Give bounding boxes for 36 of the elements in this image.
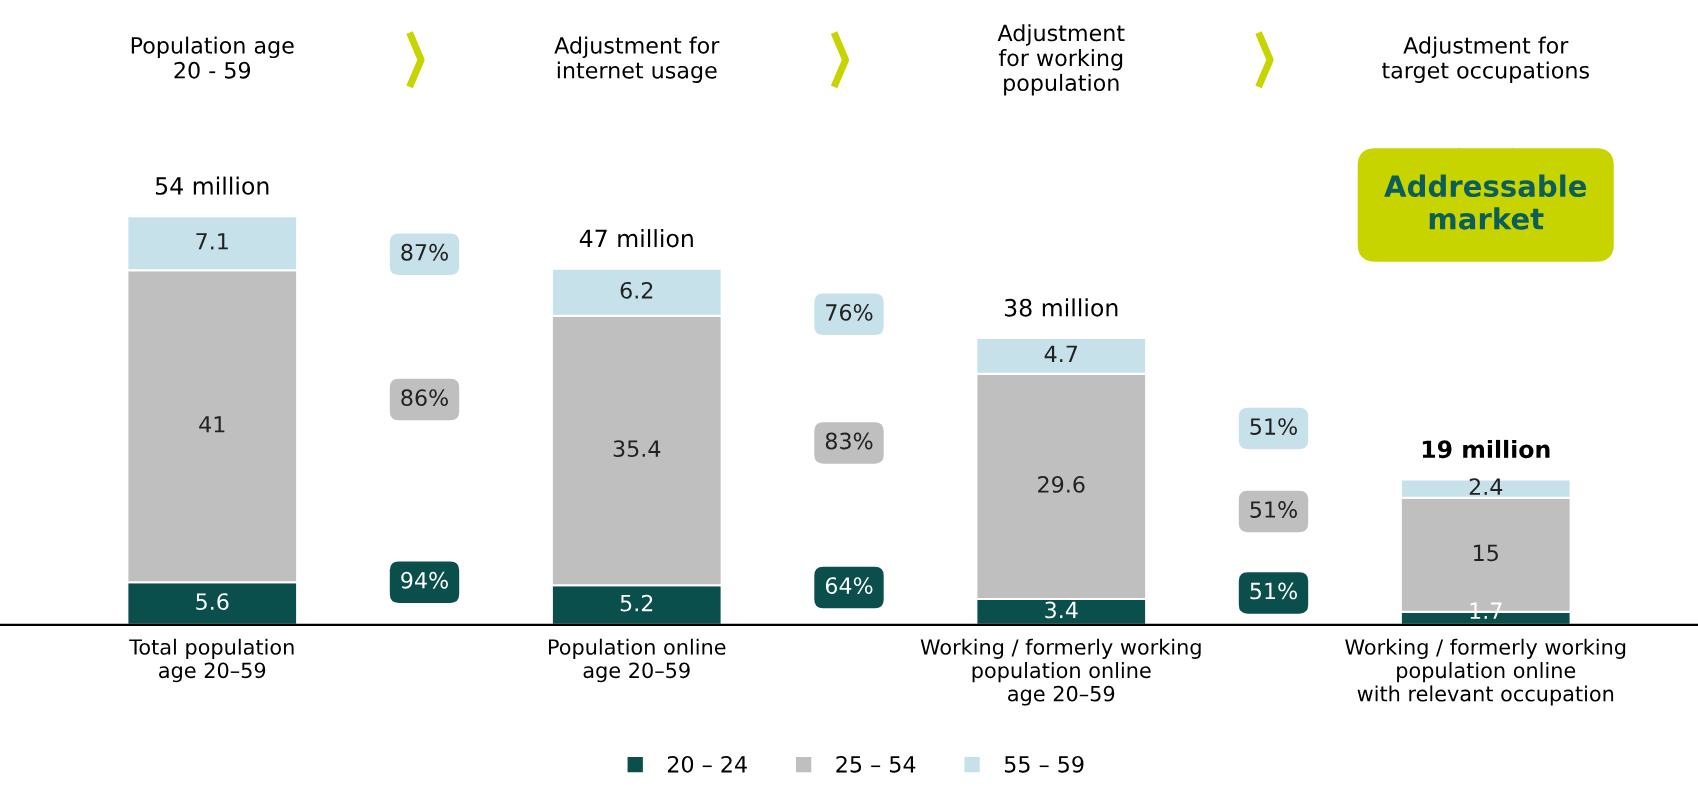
annotation: 87% [401,243,448,261]
data-label: 2.4 [1469,478,1503,495]
legend-label: 25 – 54 [836,755,916,773]
data-label: 15 [1474,544,1498,562]
data-label: 4.7 [1044,345,1078,362]
annotation: 94% [401,571,448,589]
data-label: 41 [199,416,225,433]
x-tick-label: Working / formerly working population online with relevant occupation [1345,638,1626,706]
x-tick-label: Total population age 20–59 [129,638,294,683]
annotation: 83% [825,432,873,450]
annotation: 51% [1250,501,1297,518]
annotation: 51% [1250,418,1297,435]
total-label: 54 million [155,176,269,195]
annotation: Addressable market [1384,174,1587,230]
x-tick-label: Population online age 20–59 [548,638,726,683]
total-label: 47 million [579,229,693,248]
data-label: 5.6 [196,593,229,610]
data-label: 5.2 [620,594,653,612]
data-label: 6.2 [620,281,653,299]
annotation: 86% [401,389,448,407]
data-label: 3.4 [1045,601,1078,619]
annotation: 51% [1250,582,1297,600]
text: Adjustment for working population [997,24,1125,96]
text: Adjustment for internet usage [554,36,720,83]
text: Adjustment for target occupations [1382,36,1589,83]
annotation: 64% [825,577,873,595]
total-label: 38 million [1004,298,1118,317]
annotation: 76% [826,303,873,321]
legend-label: 20 – 24 [667,755,747,773]
x-tick-label: Working / formerly working population online age 20–59 [920,638,1201,706]
legend-label: 55 – 59 [1004,755,1084,773]
data-label: 7.1 [196,233,228,250]
total-label: 19 million [1422,439,1550,459]
text: Population age 20 - 59 [131,36,294,79]
data-label: 29.6 [1038,475,1085,493]
data-label: 35.4 [613,440,661,458]
